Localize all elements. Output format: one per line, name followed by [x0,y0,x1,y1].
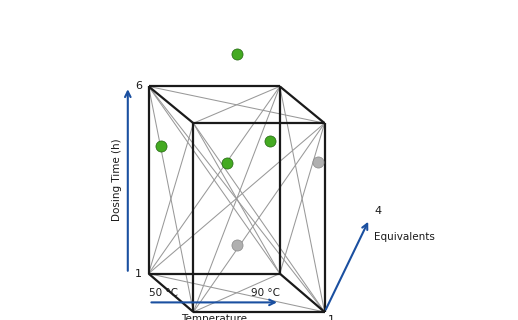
Text: 6: 6 [135,81,142,92]
Text: Equivalents: Equivalents [374,232,435,242]
Text: 1: 1 [135,268,142,279]
Text: 90 °C: 90 °C [251,288,280,298]
Text: 1: 1 [328,315,335,320]
Text: 50 °C: 50 °C [149,288,178,298]
Text: Temperature: Temperature [181,314,247,320]
Text: Dosing Time (h): Dosing Time (h) [111,139,122,221]
Text: 4: 4 [374,206,381,216]
